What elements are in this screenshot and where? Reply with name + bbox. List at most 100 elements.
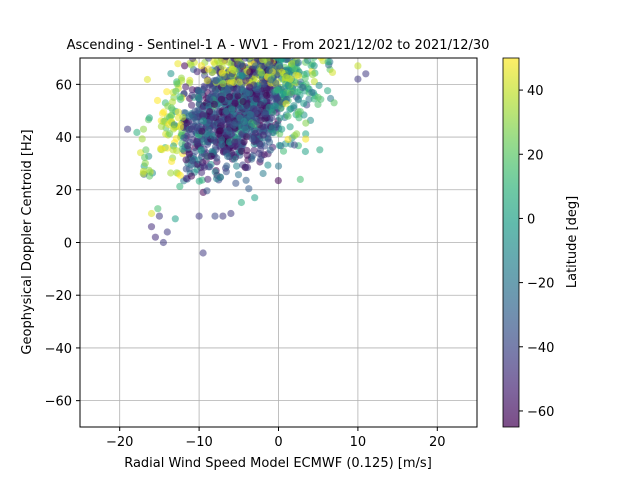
data-point xyxy=(167,70,175,78)
data-point xyxy=(185,112,193,120)
data-point xyxy=(246,122,254,130)
y-tick-label: 40 xyxy=(55,131,72,146)
data-point xyxy=(205,96,214,104)
data-point xyxy=(218,135,226,143)
data-point xyxy=(234,92,242,100)
data-point xyxy=(188,101,196,109)
data-point xyxy=(236,114,244,122)
data-point xyxy=(163,144,171,152)
x-tick-label: −20 xyxy=(106,435,133,450)
data-point xyxy=(204,175,212,183)
data-point xyxy=(246,68,254,76)
data-point xyxy=(230,66,238,75)
data-point xyxy=(133,128,141,136)
data-point xyxy=(169,125,178,133)
y-tick-label: −20 xyxy=(45,289,72,304)
data-point xyxy=(176,171,184,179)
data-point xyxy=(284,112,292,120)
data-point xyxy=(233,86,241,94)
data-point xyxy=(276,114,284,122)
data-point xyxy=(145,166,153,174)
x-tick-label: −10 xyxy=(185,435,212,450)
data-point xyxy=(309,71,317,79)
data-point xyxy=(259,169,267,178)
data-point xyxy=(267,76,275,84)
data-point xyxy=(231,99,239,107)
data-point xyxy=(296,175,304,183)
data-point xyxy=(197,62,205,70)
data-point xyxy=(282,100,290,108)
data-point xyxy=(203,187,211,195)
data-point xyxy=(275,141,283,150)
data-point xyxy=(273,94,281,102)
colorbar-tick-label: −60 xyxy=(527,405,554,420)
y-tick-label: −60 xyxy=(45,395,72,410)
data-point xyxy=(209,113,217,121)
scatter-points xyxy=(124,58,370,257)
data-point xyxy=(238,147,246,155)
colorbar-tick-label: 0 xyxy=(527,212,535,227)
data-point xyxy=(160,108,168,116)
data-point xyxy=(181,62,189,70)
data-point xyxy=(219,80,227,88)
data-point xyxy=(278,58,286,63)
data-point xyxy=(216,118,224,126)
data-point xyxy=(243,89,251,97)
data-point xyxy=(203,77,211,85)
data-point xyxy=(316,146,324,154)
data-point xyxy=(258,69,266,77)
data-point xyxy=(159,238,167,247)
data-point xyxy=(284,135,292,143)
data-point xyxy=(243,151,251,159)
data-point xyxy=(199,117,207,125)
data-point xyxy=(259,62,267,70)
data-point xyxy=(248,135,256,143)
data-point xyxy=(142,146,150,154)
data-point xyxy=(194,138,202,146)
data-point xyxy=(188,157,196,165)
data-point xyxy=(191,107,199,115)
data-point xyxy=(138,135,146,143)
data-point xyxy=(124,125,132,133)
data-point xyxy=(238,72,246,80)
data-point xyxy=(137,149,145,157)
data-point xyxy=(154,205,162,213)
data-point xyxy=(167,169,175,177)
data-point xyxy=(279,90,287,98)
data-point xyxy=(151,233,159,241)
data-point xyxy=(237,61,245,69)
data-point xyxy=(257,141,265,150)
data-point xyxy=(145,114,153,122)
data-point xyxy=(199,249,207,257)
data-point xyxy=(185,150,193,158)
data-point xyxy=(253,117,261,125)
data-point xyxy=(222,58,229,60)
y-tick-label: 60 xyxy=(55,78,72,93)
data-point xyxy=(286,123,294,131)
data-point xyxy=(237,198,245,207)
x-axis-label: Radial Wind Speed Model ECMWF (0.125) [m… xyxy=(124,456,432,471)
data-point xyxy=(302,135,310,143)
data-point xyxy=(300,99,308,107)
data-point xyxy=(295,72,303,80)
data-point xyxy=(219,212,227,220)
data-point xyxy=(284,82,292,90)
data-point xyxy=(231,138,239,146)
data-point xyxy=(354,62,362,70)
data-point xyxy=(172,87,180,95)
y-tick-label: 20 xyxy=(55,184,72,199)
data-point xyxy=(195,212,203,220)
data-point xyxy=(182,83,190,91)
data-point xyxy=(226,93,234,101)
data-point xyxy=(324,87,332,95)
data-point xyxy=(236,78,244,86)
data-point xyxy=(139,125,148,133)
x-axis: −20 −10 0 10 20 xyxy=(106,427,446,450)
data-point xyxy=(317,58,325,61)
colorbar-label: Latitude [deg] xyxy=(565,196,580,288)
data-point xyxy=(155,212,163,220)
data-point xyxy=(274,162,283,170)
data-point xyxy=(157,144,165,152)
data-point xyxy=(224,127,233,135)
data-point xyxy=(259,123,267,131)
